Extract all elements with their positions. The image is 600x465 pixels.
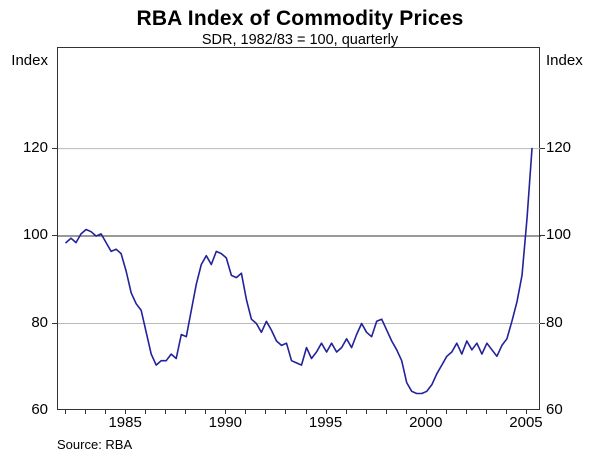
x-axis-label-1985: 1985 <box>108 414 142 431</box>
y-tick-left-120 <box>52 147 57 149</box>
left-axis-unit-label: Index <box>11 52 48 69</box>
x-tick-1998 <box>385 410 387 414</box>
x-tick-1983 <box>85 410 87 414</box>
x-tick-2001 <box>445 410 447 414</box>
y-tick-right-120 <box>540 147 545 149</box>
y-axis-label-left-100: 100 <box>22 226 48 244</box>
x-tick-1991 <box>245 410 247 414</box>
right-axis-unit-label: Index <box>546 52 583 69</box>
x-tick-1984 <box>105 410 107 414</box>
chart-subtitle: SDR, 1982/83 = 100, quarterly <box>201 32 399 48</box>
chart-canvas <box>58 147 541 395</box>
x-axis-label-1990: 1990 <box>208 414 243 431</box>
x-tick-1990 <box>225 410 227 414</box>
y-tick-left-100 <box>52 235 57 237</box>
x-tick-1986 <box>145 410 147 414</box>
x-tick-1995 <box>325 410 327 414</box>
x-tick-1988 <box>185 410 187 414</box>
x-tick-2005 <box>525 410 527 414</box>
x-tick-1994 <box>305 410 307 414</box>
plot-area <box>57 47 541 410</box>
commodity-index-line <box>65 147 533 395</box>
y-axis-label-left-80: 80 <box>31 313 48 331</box>
y-axis-label-right-100: 100 <box>546 226 572 244</box>
y-axis-label-left-120: 120 <box>22 138 48 156</box>
x-tick-2002 <box>465 410 467 414</box>
x-tick-1997 <box>365 410 367 414</box>
x-tick-1989 <box>205 410 207 414</box>
y-tick-left-80 <box>52 322 57 324</box>
x-axis-label-2005: 2005 <box>509 414 543 431</box>
y-axis-label-right-80: 80 <box>546 313 563 331</box>
y-axis-label-right-60: 60 <box>546 401 563 418</box>
x-tick-2003 <box>485 410 487 414</box>
x-axis-label-2000: 2000 <box>409 414 443 431</box>
x-tick-1993 <box>285 410 287 414</box>
y-axis-label-right-120: 120 <box>546 138 572 156</box>
y-tick-right-80 <box>540 322 545 324</box>
chart-title: RBA Index of Commodity Prices <box>136 7 464 30</box>
source-note: Source: RBA <box>57 437 133 452</box>
y-tick-right-100 <box>540 235 545 237</box>
x-tick-1987 <box>165 410 167 414</box>
y-axis-label-left-60: 60 <box>31 401 48 418</box>
x-tick-2000 <box>425 410 427 414</box>
x-tick-1992 <box>265 410 267 414</box>
x-tick-1985 <box>125 410 127 414</box>
x-tick-1996 <box>345 410 347 414</box>
x-tick-2004 <box>505 410 507 414</box>
x-tick-1999 <box>405 410 407 414</box>
x-tick-1982 <box>65 410 67 414</box>
x-axis-label-1995: 1995 <box>308 414 343 431</box>
